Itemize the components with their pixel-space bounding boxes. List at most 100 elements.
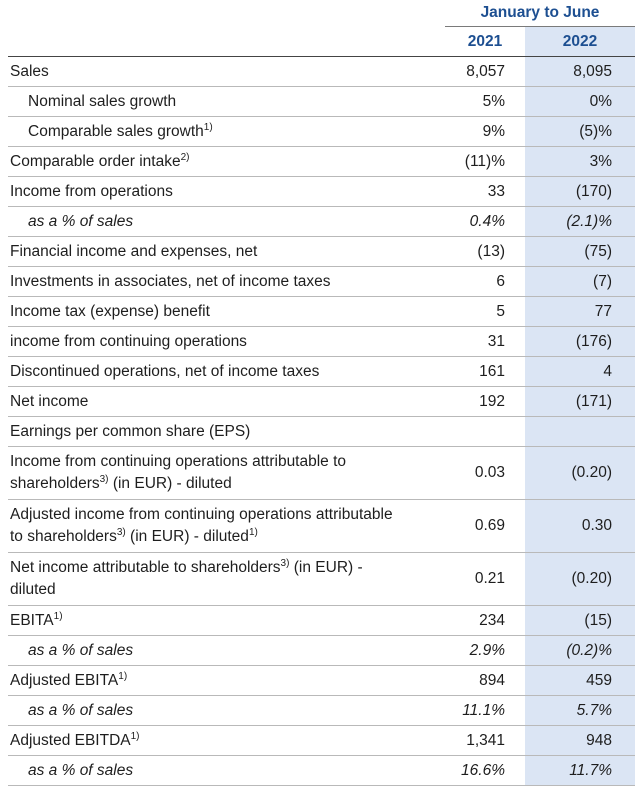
period-header: January to June — [445, 0, 635, 27]
table-row: Sales 8,057 8,095 — [8, 56, 635, 87]
cell-value: 459 — [525, 665, 635, 696]
row-label: Adjusted EBITA1) — [8, 665, 445, 696]
row-label: Comparable sales growth1) — [8, 116, 445, 147]
cell-value: 11.1% — [445, 695, 525, 726]
row-label: Comparable order intake2) — [8, 146, 445, 177]
table-row: Income from operations 33 (170) — [8, 176, 635, 207]
label-text: Discontinued operations, net of income t… — [10, 362, 320, 380]
table-row: Financial income and expenses, net (13) (7… — [8, 236, 635, 267]
cell-value: 0.03 — [445, 446, 525, 500]
footnote-ref: 2) — [180, 151, 190, 163]
cell-value: 5 — [445, 296, 525, 327]
row-label-text: Earnings per common share (EPS) — [10, 421, 250, 443]
table-row: as a % of sales 11.1% 5.7% — [8, 695, 635, 726]
footnote-ref: 3) — [99, 474, 109, 485]
table-row: Discontinued operations, net of income t… — [8, 356, 635, 387]
cell-value — [525, 416, 635, 447]
cell-value: (7) — [525, 266, 635, 297]
cell-value: 9% — [445, 116, 525, 147]
label-text: Income from continuing operations attrib… — [10, 453, 347, 492]
table-row: Earnings per common share (EPS) — [8, 416, 635, 447]
row-label: Financial income and expenses, net — [8, 236, 445, 267]
year-header: 2021 — [445, 26, 525, 57]
row-label-text: Adjusted EBITA1) — [10, 670, 127, 692]
label-text: as a % of sales — [28, 761, 134, 779]
cell-value: 948 — [525, 725, 635, 756]
row-label: EBITA1) — [8, 605, 445, 636]
row-label: as a % of sales — [8, 695, 445, 726]
footnote-ref: 1) — [53, 610, 63, 622]
row-label: Income tax (expense) benefit — [8, 296, 445, 327]
table-row: Adjusted EBITDA1) 1,341 948 — [8, 725, 635, 756]
row-label: Adjusted EBITDA1) — [8, 725, 445, 756]
label-text: Comparable order intake — [10, 152, 181, 170]
table-row: Adjusted income from continuing operatio… — [8, 499, 635, 553]
label-text: Adjusted EBITDA — [10, 731, 131, 749]
cell-value: 33 — [445, 176, 525, 207]
row-label-text: Discontinued operations, net of income t… — [10, 361, 319, 383]
label-text: Net income — [10, 392, 89, 410]
row-label: Discontinued operations, net of income t… — [8, 356, 445, 387]
row-label-text: as a % of sales — [28, 640, 133, 662]
label-text: Financial income and expenses, net — [10, 242, 258, 260]
table-row: Income from continuing operations attrib… — [8, 446, 635, 500]
cell-value: 5.7% — [525, 695, 635, 726]
cell-value: 4 — [525, 356, 635, 387]
label-text: Income from operations — [10, 182, 173, 200]
label-text: Adjusted income from continuing operatio… — [10, 506, 393, 545]
cell-value: 161 — [445, 356, 525, 387]
footnote-ref: 1) — [118, 670, 128, 682]
row-label-text: as a % of sales — [28, 700, 133, 722]
cell-value: (176) — [525, 326, 635, 357]
cell-value: (0.20) — [525, 446, 635, 500]
table-row: as a % of sales 16.6% 11.7% — [8, 755, 635, 786]
label-text: Income tax (expense) benefit — [10, 302, 210, 320]
cell-value: 11.7% — [525, 755, 635, 786]
row-label: Nominal sales growth — [8, 86, 445, 117]
row-label: income from continuing operations — [8, 326, 445, 357]
cell-value: 77 — [525, 296, 635, 327]
row-label: as a % of sales — [8, 755, 445, 786]
period-header-row: January to June — [8, 0, 635, 27]
row-label: Earnings per common share (EPS) — [8, 416, 445, 447]
table-row: Adjusted EBITA1) 894 459 — [8, 665, 635, 696]
label-text: income from continuing operations — [10, 332, 247, 350]
table-row: Investments in associates, net of income… — [8, 266, 635, 297]
row-label-text: Adjusted income from continuing operatio… — [10, 504, 402, 548]
cell-value: (15) — [525, 605, 635, 636]
cell-value: 6 — [445, 266, 525, 297]
cell-value: 0.69 — [445, 499, 525, 553]
row-label-text: income from continuing operations — [10, 331, 247, 353]
label-text: Investments in associates, net of income… — [10, 272, 331, 290]
year-header: 2022 — [525, 26, 635, 57]
cell-value: 8,095 — [525, 56, 635, 87]
label-text: as a % of sales — [28, 641, 134, 659]
label-text: as a % of sales — [28, 701, 134, 719]
row-label: Income from continuing operations attrib… — [8, 446, 445, 500]
cell-value: 3% — [525, 146, 635, 177]
row-label: Income from operations — [8, 176, 445, 207]
footnote-ref: 3) — [116, 527, 126, 538]
cell-value: 5% — [445, 86, 525, 117]
label-text: Nominal sales growth — [28, 92, 177, 110]
cell-value: (5)% — [525, 116, 635, 147]
cell-value: 234 — [445, 605, 525, 636]
row-label-text: Income from continuing operations attrib… — [10, 451, 402, 495]
row-label-text: Net income attributable to shareholders3… — [10, 557, 402, 601]
row-label-text: Comparable sales growth1) — [28, 121, 213, 143]
cell-value: 16.6% — [445, 755, 525, 786]
cell-value: 0.30 — [525, 499, 635, 553]
cell-value: (75) — [525, 236, 635, 267]
row-label-text: Net income — [10, 391, 88, 413]
table-row: Net income attributable to shareholders3… — [8, 552, 635, 606]
table-row: Net income 192 (171) — [8, 386, 635, 417]
row-label: Sales — [8, 56, 445, 87]
cell-value: (0.2)% — [525, 635, 635, 666]
cell-value: (170) — [525, 176, 635, 207]
label-text: Comparable sales growth — [28, 122, 204, 140]
results-table: January to June 2021 2022 Sales 8,057 8,09… — [8, 0, 635, 786]
row-label: Net income — [8, 386, 445, 417]
cell-value: 0.21 — [445, 552, 525, 606]
footnote-ref: 1) — [203, 121, 213, 133]
